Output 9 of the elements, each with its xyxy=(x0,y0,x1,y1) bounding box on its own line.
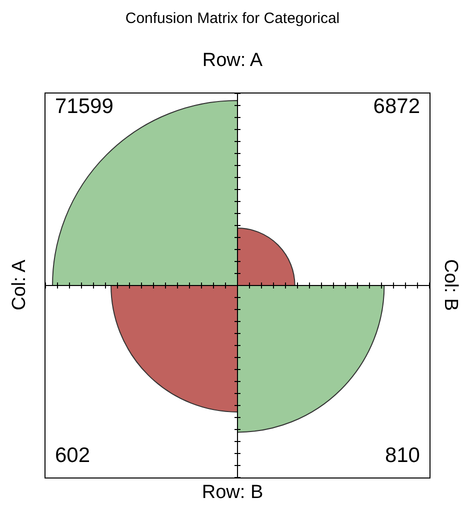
text: Row: B xyxy=(200,482,264,504)
data-label: 602 xyxy=(55,444,92,468)
data-label: 810 xyxy=(384,444,420,468)
text: Col: B xyxy=(439,258,461,312)
text: Row: A xyxy=(201,50,264,72)
text: Col: A xyxy=(9,258,31,312)
data-label: 6872 xyxy=(372,95,420,119)
text: Confusion Matrix for Categorical xyxy=(124,10,341,27)
data-label: 71599 xyxy=(55,95,114,119)
